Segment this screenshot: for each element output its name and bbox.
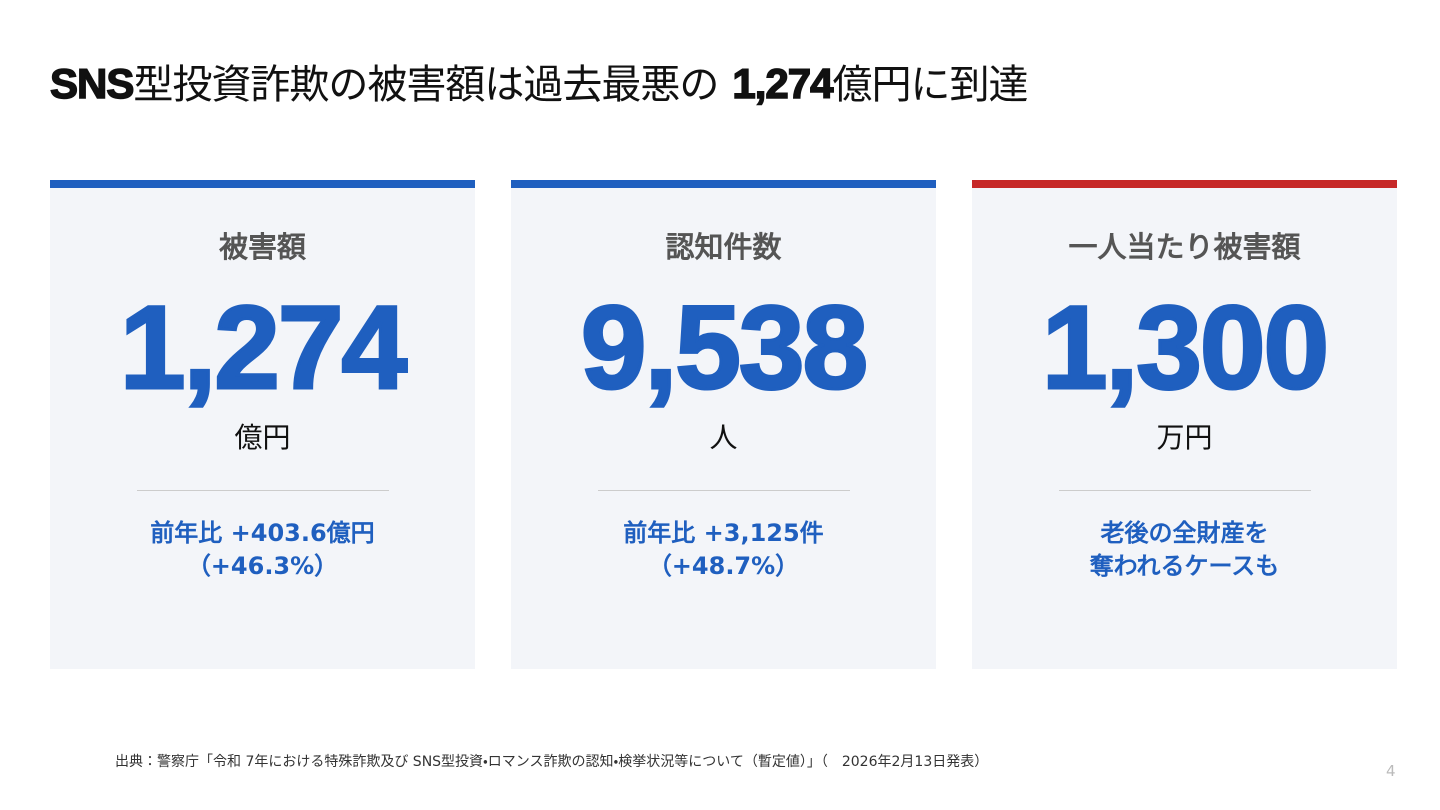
note-line: （+48.7%）: [647, 552, 800, 580]
kpi-card: 認知件数 9,538 人前年比 +3,125件 （+48.7%）: [511, 180, 936, 669]
kpi-card: 一人当たり被害額 1,300 万円老後の全財産を 奪われるケースも: [972, 180, 1397, 669]
divider: [597, 490, 850, 491]
kpi-note: 老後の全財産を 奪われるケースも: [972, 517, 1397, 583]
kpi-note: 前年比 +3,125件 （+48.7%）: [511, 517, 936, 583]
kpi-unit: 人: [709, 421, 738, 454]
note-line: （+46.3%）: [186, 552, 339, 580]
divider: [136, 490, 389, 491]
kpi-label: 一人当たり被害額: [1068, 230, 1301, 264]
kpi-value: 1,300: [1040, 282, 1330, 414]
title: SNS型投資詐欺の被害額は過去最悪の 1,274億円に到達: [49, 52, 1028, 110]
title-part: 1,274: [732, 59, 835, 108]
accent-bar: [511, 180, 936, 188]
source: 出典：警察庁「令和 7年における特殊詐欺及び SNS型投資・ロマンス詐欺の認知・…: [115, 754, 989, 770]
kpi-unit: 万円: [1156, 421, 1213, 454]
divider: [1058, 490, 1311, 491]
kpi-note: 前年比 +403.6億円 （+46.3%）: [50, 517, 475, 583]
kpi-label: 被害額: [218, 230, 306, 264]
kpi-card: 被害額 1,274 億円前年比 +403.6億円 （+46.3%）: [50, 180, 475, 669]
accent-bar: [972, 180, 1397, 188]
kpi-value: 9,538: [579, 282, 869, 414]
title-part: SNS: [49, 59, 135, 108]
accent-bar: [50, 180, 475, 188]
title-part: 億円に到達: [832, 62, 1028, 108]
kpi-value: 1,274: [118, 282, 408, 414]
note-line: 前年比 +3,125件: [623, 519, 824, 547]
page-number: 4: [1386, 762, 1396, 780]
note-line: 老後の全財産を: [1100, 519, 1269, 547]
title-part: 型投資詐欺の被害額は過去最悪の: [133, 62, 719, 108]
note-line: 前年比 +403.6億円: [150, 519, 375, 547]
kpi-unit: 億円: [234, 421, 291, 454]
kpi-label: 認知件数: [665, 230, 782, 264]
note-line: 奪われるケースも: [1089, 552, 1280, 580]
